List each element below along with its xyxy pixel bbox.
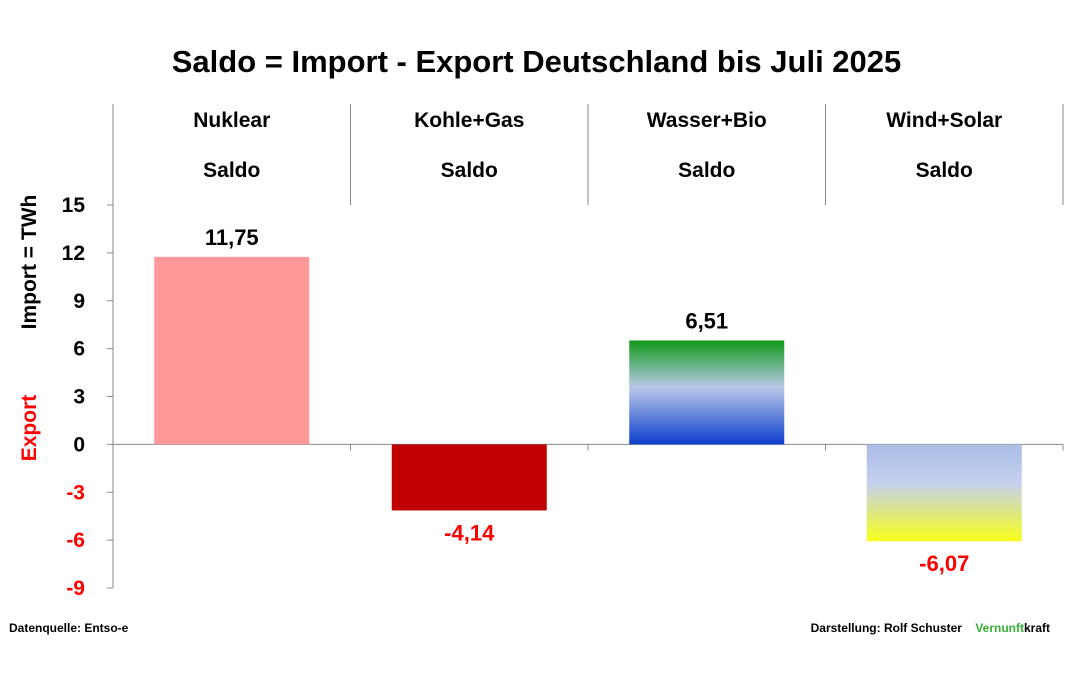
data-label: -6,07 [919,551,969,576]
y-tick-label: -9 [66,577,85,600]
brand-kraft: kraft [1023,621,1050,635]
y-axis-label-import: Import = TWh [18,195,41,330]
y-tick-label: 6 [73,338,85,361]
data-label: 11,75 [205,225,259,250]
data-label: -4,14 [444,520,495,545]
y-tick-label: 9 [73,290,85,313]
y-tick-label: 15 [62,194,86,217]
author-text: Darstellung: Rolf Schuster [810,621,962,635]
brand-vernunft: Vernunft [975,621,1024,635]
y-tick-label: -6 [66,529,85,552]
category-sublabel: Saldo [441,159,498,182]
category-label: Nuklear [193,109,270,132]
category-label: Kohle+Gas [414,109,524,132]
category-sublabel: Saldo [678,159,735,182]
data-source: Datenquelle: Entso-e [9,621,129,635]
y-tick-label: 3 [73,386,85,409]
category-sublabel: Saldo [203,159,260,182]
y-tick-label: 12 [62,242,85,265]
category-label: Wind+Solar [886,109,1002,132]
bar-2 [391,444,547,511]
data-label: 6,51 [685,308,728,333]
bar-3 [629,340,785,445]
category-label: Wasser+Bio [647,109,767,132]
bar-1 [154,256,310,445]
category-sublabel: Saldo [916,159,973,182]
chart-title: Saldo = Import - Export Deutschland bis … [171,44,902,79]
y-tick-label: 0 [73,433,85,456]
y-axis-label-export: Export [18,395,41,462]
y-tick-label: -3 [66,481,85,504]
author-credit: Darstellung: Rolf Schuster Vernunftkraft [811,621,1050,635]
bar-4 [866,444,1022,542]
